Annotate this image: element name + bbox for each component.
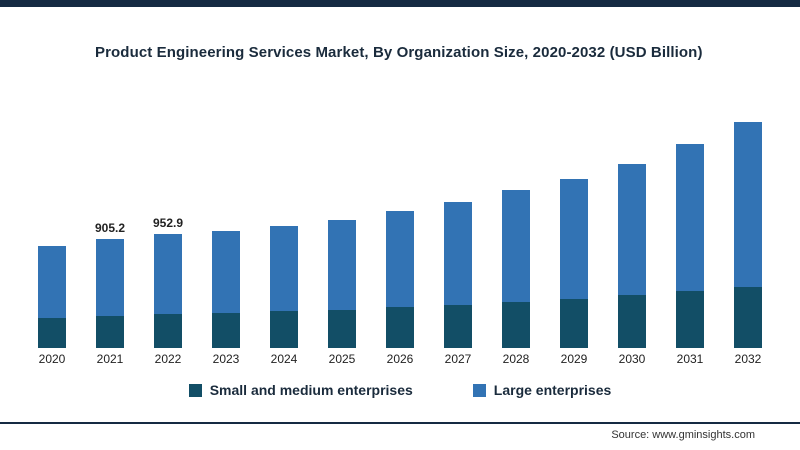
- segment-sme-2029: [560, 298, 588, 348]
- legend: Small and medium enterprises Large enterp…: [0, 382, 800, 398]
- segment-sme-2021: [96, 316, 124, 348]
- bar-group-2023: [204, 231, 248, 348]
- data-label-2021: 905.2: [94, 221, 126, 236]
- bar-group-2029: [552, 179, 596, 348]
- legend-label: Small and medium enterprises: [209, 382, 413, 398]
- segment-large-enterprises-2025: [328, 219, 356, 310]
- bar-group-2031: [668, 144, 712, 348]
- segment-sme-2031: [676, 291, 704, 348]
- segment-large-enterprises-2021: [96, 239, 124, 317]
- segment-large-enterprises-2027: [444, 201, 472, 305]
- x-tick-2028: 2028: [502, 352, 530, 366]
- source-attribution: Source: www.gminsights.com: [611, 429, 755, 441]
- segment-large-enterprises-2023: [212, 231, 240, 314]
- segment-large-enterprises-2020: [38, 246, 66, 318]
- x-tick-2030: 2030: [618, 352, 646, 366]
- legend-label: Large enterprises: [493, 382, 612, 398]
- data-label-2022: 952.9: [152, 215, 184, 230]
- segment-large-enterprises-2024: [270, 225, 298, 312]
- x-tick-2023: 2023: [212, 352, 240, 366]
- legend-item-sme: Small and medium enterprises: [188, 382, 413, 398]
- x-tick-2027: 2027: [444, 352, 472, 366]
- x-tick-2032: 2032: [734, 352, 762, 366]
- bar-2031: [676, 144, 704, 348]
- legend-swatch-icon: [472, 383, 486, 397]
- x-tick-2025: 2025: [328, 352, 356, 366]
- segment-sme-2022: [154, 314, 182, 348]
- segment-large-enterprises-2026: [386, 210, 414, 308]
- top-border: [0, 0, 800, 7]
- chart-title: Product Engineering Services Market, By …: [95, 44, 703, 61]
- legend-swatch-icon: [188, 383, 202, 397]
- x-tick-2021: 2021: [96, 352, 124, 366]
- x-tick-2029: 2029: [560, 352, 588, 366]
- bar-group-2027: [436, 201, 480, 348]
- x-tick-2026: 2026: [386, 352, 414, 366]
- bar-2029: [560, 179, 588, 348]
- x-tick-2024: 2024: [270, 352, 298, 366]
- x-tick-2022: 2022: [154, 352, 182, 366]
- bottom-divider: [0, 422, 800, 424]
- stacked-bar-chart: 905.2 952.9: [0, 88, 800, 348]
- bar-group-2022: 952.9: [146, 216, 190, 348]
- segment-large-enterprises-2022: [154, 233, 182, 315]
- x-tick-2020: 2020: [38, 352, 66, 366]
- segment-sme-2028: [502, 301, 530, 348]
- bar-2024: [270, 225, 298, 348]
- segment-sme-2020: [38, 318, 66, 348]
- bar-2021: [96, 239, 124, 348]
- bar-group-2026: [378, 210, 422, 348]
- bar-2023: [212, 231, 240, 348]
- bar-2028: [502, 189, 530, 348]
- segment-sme-2026: [386, 307, 414, 348]
- bar-group-2028: [494, 189, 538, 348]
- segment-sme-2025: [328, 309, 356, 348]
- segment-large-enterprises-2032: [734, 122, 762, 287]
- bar-group-2024: [262, 225, 306, 348]
- bar-group-2020: [30, 246, 74, 348]
- segment-sme-2030: [618, 295, 646, 348]
- bar-group-2025: [320, 219, 364, 348]
- segment-large-enterprises-2029: [560, 179, 588, 299]
- segment-large-enterprises-2028: [502, 189, 530, 302]
- segment-sme-2023: [212, 313, 240, 348]
- bar-2026: [386, 210, 414, 348]
- bar-2027: [444, 201, 472, 348]
- bar-2020: [38, 246, 66, 348]
- bar-group-2021: 905.2: [88, 221, 132, 348]
- bar-2025: [328, 219, 356, 348]
- x-tick-2031: 2031: [676, 352, 704, 366]
- bar-2030: [618, 164, 646, 348]
- bar-2022: [154, 233, 182, 348]
- legend-item-large-enterprises: Large enterprises: [472, 382, 612, 398]
- segment-sme-2027: [444, 304, 472, 348]
- segment-large-enterprises-2031: [676, 144, 704, 291]
- x-axis-labels: 2020 2021 2022 2023 2024 2025 2026 2027 2028 2029…: [0, 352, 800, 366]
- bar-group-2030: [610, 164, 654, 348]
- segment-sme-2032: [734, 286, 762, 348]
- segment-sme-2024: [270, 311, 298, 348]
- bar-group-2032: [726, 122, 770, 348]
- segment-large-enterprises-2030: [618, 164, 646, 296]
- bar-2032: [734, 122, 762, 348]
